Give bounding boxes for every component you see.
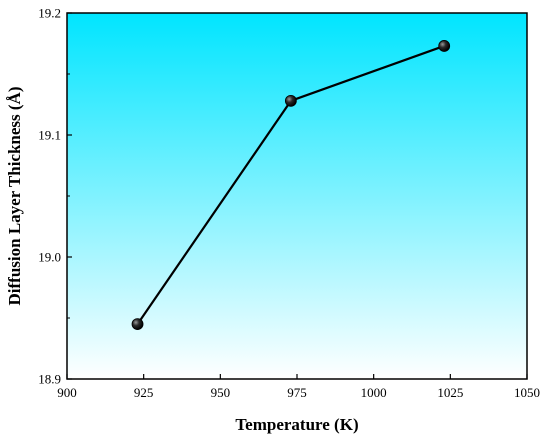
data-point — [131, 318, 144, 331]
y-tick-label: 19.2 — [38, 6, 61, 21]
data-point — [438, 40, 451, 52]
plot-frame — [66, 12, 528, 380]
y-tick-label: 19.1 — [38, 128, 61, 143]
tick-labels: 900 925 950 975 1000 1025 1050 18.9 19.0 19.1 19.2 — [38, 6, 540, 401]
x-tick-label: 950 — [211, 385, 231, 400]
y-tick-label: 19.0 — [38, 250, 61, 265]
y-axis-title: Diffusion Layer Thickness (Å) — [5, 87, 24, 306]
x-tick-label: 1000 — [361, 385, 387, 400]
x-axis-title: Temperature (K) — [235, 415, 358, 434]
data-series — [131, 40, 451, 331]
plot-area — [67, 13, 527, 379]
y-tick-label: 18.9 — [38, 372, 61, 387]
x-tick-label: 1025 — [437, 385, 463, 400]
x-tick-label: 925 — [134, 385, 154, 400]
data-point — [284, 94, 297, 107]
x-tick-label: 975 — [287, 385, 307, 400]
x-tick-label: 1050 — [514, 385, 540, 400]
x-tick-label: 900 — [57, 385, 77, 400]
